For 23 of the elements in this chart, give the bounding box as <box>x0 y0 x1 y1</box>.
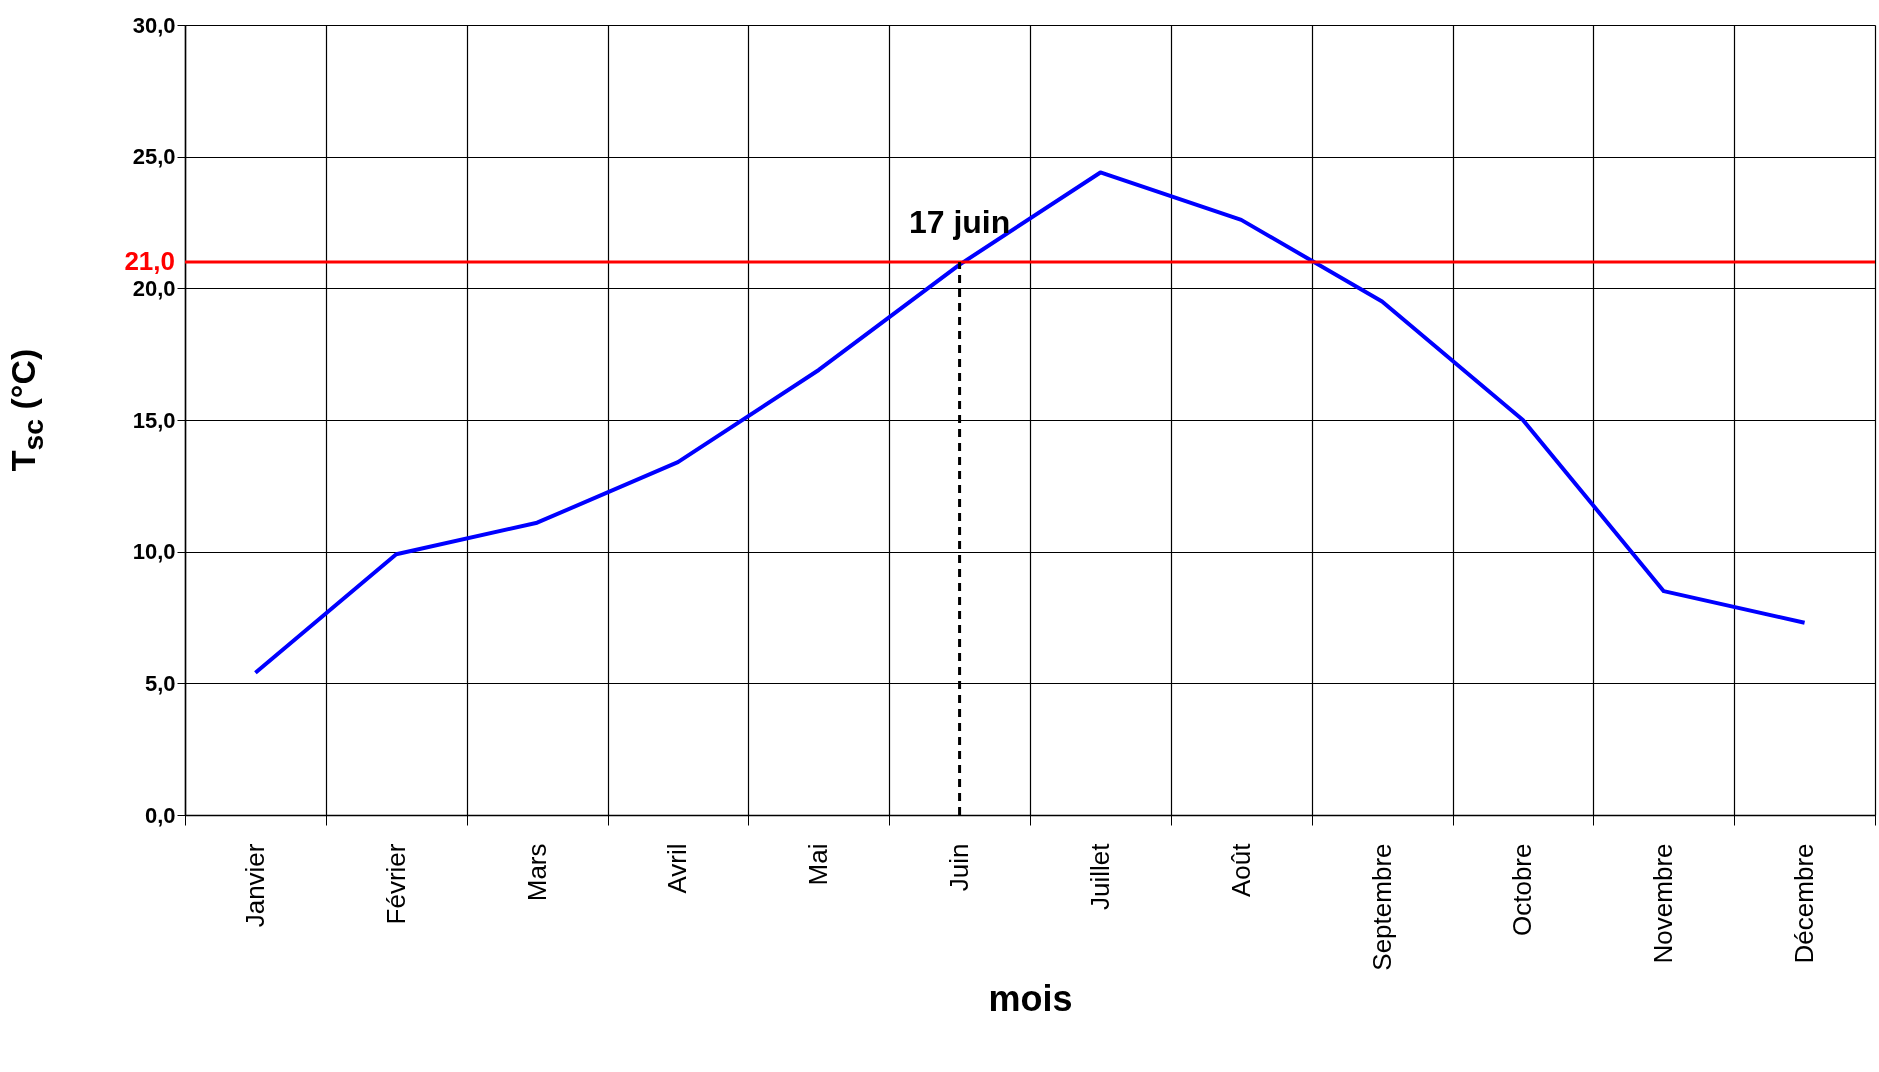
x-tick-label: Janvier <box>239 843 270 928</box>
y-tick-label: 10,0 <box>132 539 176 565</box>
x-tick-label: Mars <box>521 843 552 902</box>
y-tick-label: 25,0 <box>132 144 176 170</box>
x-tick-label: Mai <box>803 843 834 886</box>
x-tick-label: Octobre <box>1507 843 1538 936</box>
x-axis-title: mois <box>988 977 1073 1019</box>
x-tick-label: Décembre <box>1789 843 1820 964</box>
x-tick-label: Juillet <box>1084 842 1115 910</box>
y-tick-label: 30,0 <box>132 12 176 38</box>
y-tick-label: 15,0 <box>132 407 176 433</box>
y-tick-label: 20,0 <box>132 275 176 301</box>
x-tick-label: Avril <box>662 843 693 894</box>
annotation: 17 juin <box>908 204 1011 240</box>
x-tick-label: Novembre <box>1648 843 1679 964</box>
ref-line-label: 21,0 <box>124 246 175 276</box>
x-tick-label: Juin <box>944 843 975 892</box>
y-tick-label: 0,0 <box>144 802 176 828</box>
line-series <box>253 170 1807 675</box>
x-tick-label: Août <box>1225 842 1256 897</box>
x-tick-label: Février <box>380 843 411 925</box>
y-tick-label: 5,0 <box>144 670 176 696</box>
x-tick-label: Septembre <box>1366 843 1397 971</box>
